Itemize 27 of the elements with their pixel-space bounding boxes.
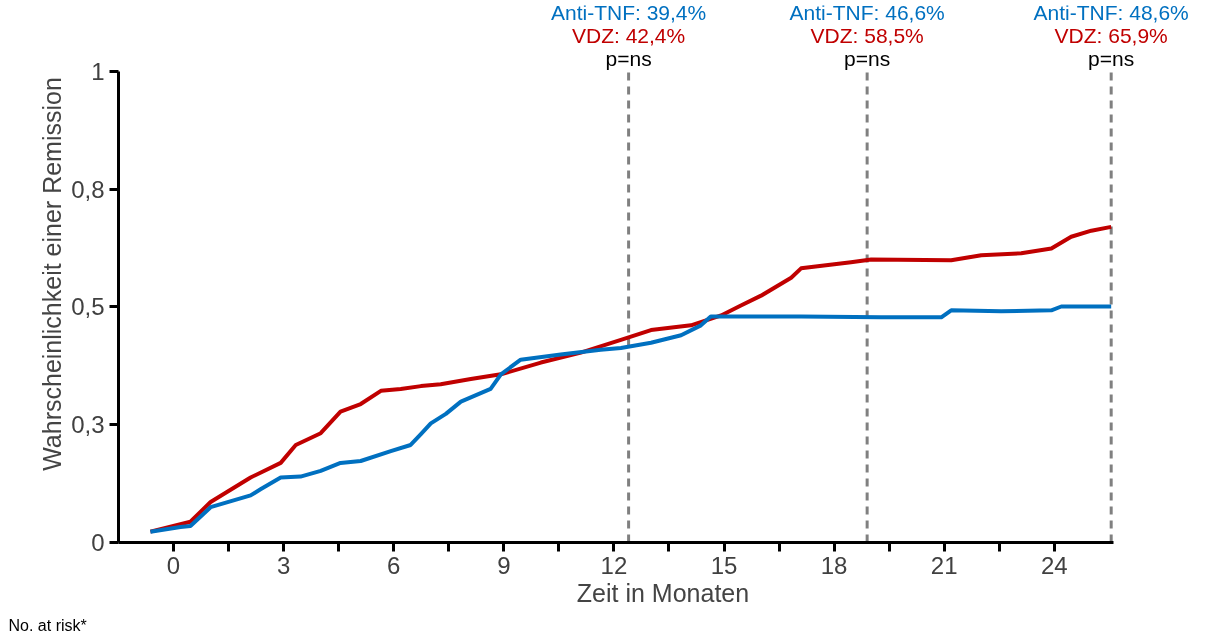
text: p=ns bbox=[844, 47, 891, 71]
x-tick-label: 12 bbox=[600, 551, 628, 579]
text: No. at risk* bbox=[8, 616, 87, 634]
text: Anti-TNF: 39,4% bbox=[551, 1, 707, 25]
line-series bbox=[148, 304, 1114, 534]
x-tick-label: 9 bbox=[497, 551, 511, 579]
y-axis-title: Wahrscheinlichkeit einer Remission bbox=[38, 77, 67, 471]
y-tick-label: 1 bbox=[91, 57, 105, 85]
x-tick-label: 18 bbox=[820, 551, 848, 579]
x-tick-label: 24 bbox=[1040, 551, 1068, 579]
text: VDZ: 58,5% bbox=[810, 24, 924, 48]
text: Anti-TNF: 48,6% bbox=[1033, 1, 1189, 25]
x-axis-title: Zeit in Monaten bbox=[576, 578, 750, 607]
x-tick-label: 0 bbox=[166, 551, 181, 579]
y-tick-label: 0,5 bbox=[71, 293, 105, 321]
x-tick-label: 21 bbox=[930, 551, 958, 579]
text: VDZ: 42,4% bbox=[572, 24, 686, 48]
y-tick-label: 0,3 bbox=[71, 411, 105, 439]
text: VDZ: 65,9% bbox=[1054, 24, 1168, 48]
x-tick-label: 3 bbox=[276, 551, 291, 579]
text: p=ns bbox=[605, 47, 652, 71]
x-tick-label: 15 bbox=[710, 551, 738, 579]
text: p=ns bbox=[1088, 47, 1135, 71]
text: Anti-TNF: 46,6% bbox=[789, 1, 945, 25]
y-tick-label: 0 bbox=[91, 529, 105, 556]
y-tick-label: 0,8 bbox=[71, 175, 105, 203]
x-tick-label: 6 bbox=[387, 551, 401, 579]
